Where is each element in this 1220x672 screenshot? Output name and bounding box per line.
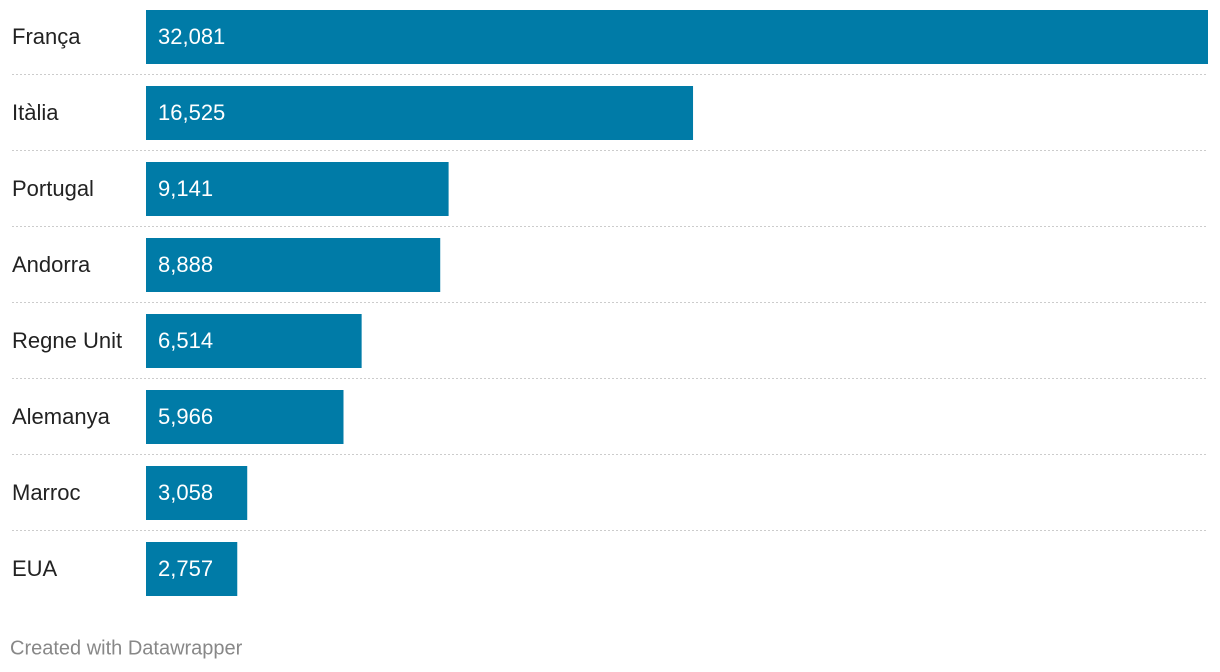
value-label: 2,757	[158, 556, 213, 581]
category-label: Andorra	[12, 252, 91, 277]
category-label: França	[12, 24, 81, 49]
value-label: 3,058	[158, 480, 213, 505]
value-label: 8,888	[158, 252, 213, 277]
bar	[146, 86, 694, 140]
bar	[146, 542, 238, 596]
category-label: Alemanya	[12, 404, 111, 429]
bar	[146, 10, 1208, 64]
bar	[146, 238, 441, 292]
value-label: 5,966	[158, 404, 213, 429]
bar	[146, 314, 362, 368]
category-label: Regne Unit	[12, 328, 122, 353]
category-label: Portugal	[12, 176, 94, 201]
category-label: EUA	[12, 556, 58, 581]
category-label: Marroc	[12, 480, 80, 505]
value-label: 16,525	[158, 100, 225, 125]
category-label: Itàlia	[12, 100, 59, 125]
bar	[146, 390, 344, 444]
bar	[146, 466, 248, 520]
credit: Created with Datawrapper	[10, 637, 243, 659]
value-label: 32,081	[158, 24, 225, 49]
value-label: 6,514	[158, 328, 213, 353]
value-label: 9,141	[158, 176, 213, 201]
bar	[146, 162, 449, 216]
